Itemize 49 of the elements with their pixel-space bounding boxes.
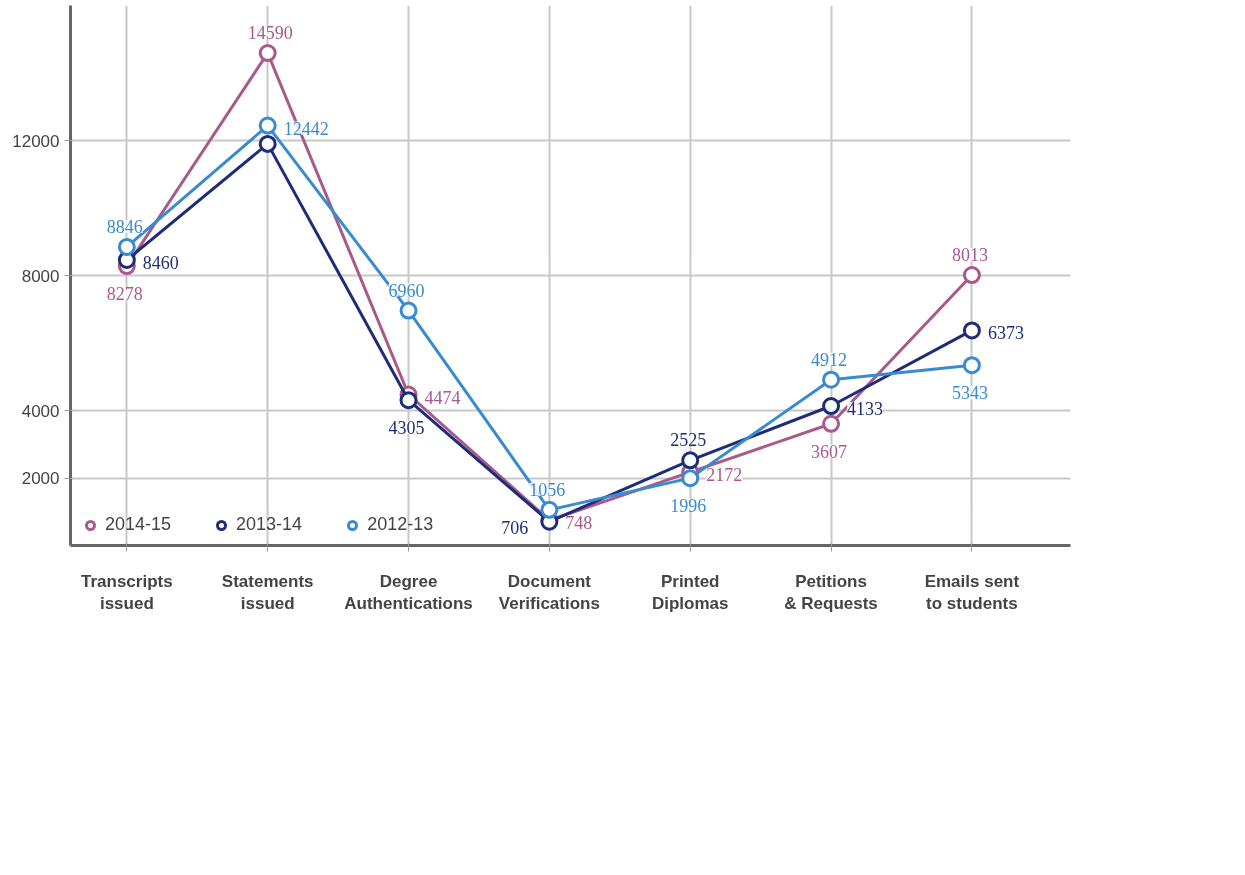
data-label: 4912 [811,349,848,370]
y-tick-label: 12000 [12,131,60,151]
data-label: 4133 [847,399,884,420]
data-label: 3607 [811,441,848,462]
data-label: 1056 [529,479,566,500]
point [681,451,700,470]
point [822,414,841,433]
point [681,469,700,488]
x-tick-label: Emails sent to students [924,571,1020,614]
data-label: 4305 [388,418,425,439]
data-label: 6373 [987,323,1024,344]
x-tick-label: Transcripts issued [81,571,173,614]
data-label: 6960 [388,280,425,301]
point [822,370,841,389]
x-tick-label: Statements issued [221,571,314,614]
data-label: 2172 [706,465,743,486]
data-label: 8460 [142,252,179,273]
data-label: 8013 [951,245,988,266]
y-tick-label: 4000 [21,401,60,421]
point [962,356,981,375]
point [258,44,277,63]
data-label: 748 [565,513,593,534]
data-label: 14590 [247,23,293,44]
point [399,391,418,410]
x-tick-label: Printed Diplomas [651,571,729,614]
point [540,500,559,519]
data-label: 2525 [670,430,707,451]
data-label: 8846 [106,216,143,237]
legend-label: 2013-14 [236,514,303,535]
x-tick-label: Petitions & Requests [784,571,878,614]
point [962,266,981,285]
data-label: 706 [501,517,529,538]
legend-label: 2012-13 [367,514,434,535]
point [258,116,277,135]
point [117,237,136,256]
data-label: 8278 [106,284,143,305]
point [258,134,277,153]
x-tick-label: Degree Authentications [344,571,473,614]
point [822,397,841,415]
legend-label: 2014-15 [105,514,172,535]
data-label: 5343 [951,383,988,404]
x-tick-label: Document Verifications [498,571,600,614]
point [962,321,981,340]
data-label: 1996 [670,496,707,517]
point [399,301,418,320]
y-tick-label: 8000 [21,266,60,286]
data-label: 12442 [283,118,329,139]
y-tick-label: 2000 [21,469,60,488]
data-label: 4474 [424,387,461,408]
